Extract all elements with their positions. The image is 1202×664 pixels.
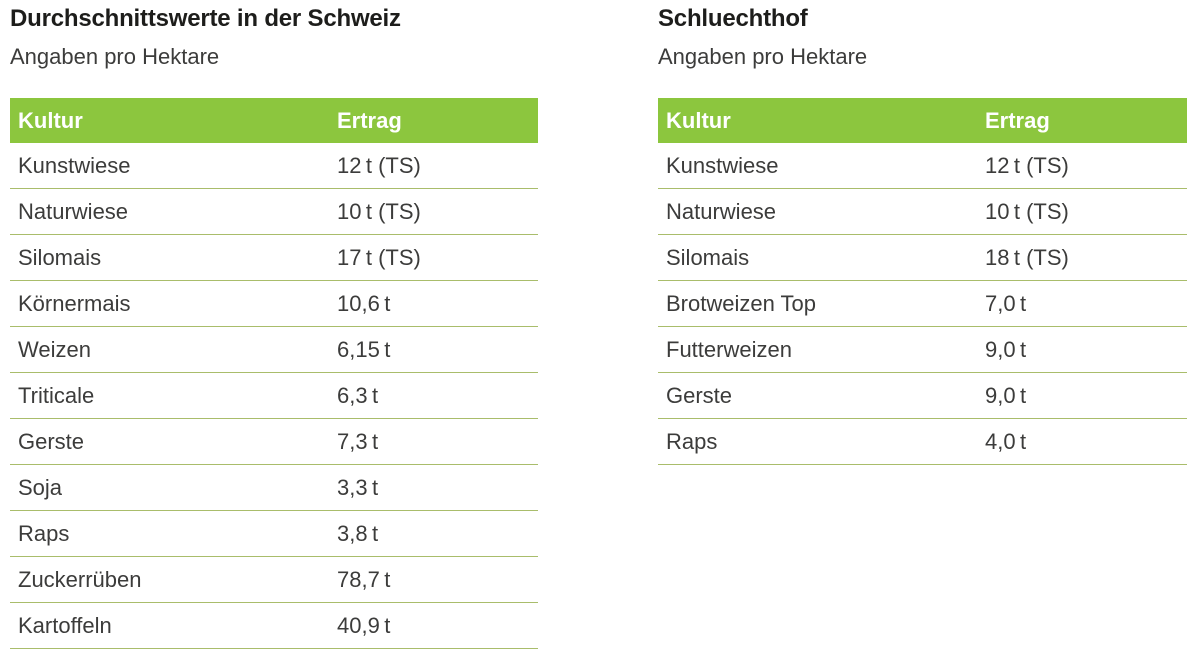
cell-ertrag: 40,9 t [337, 612, 391, 638]
cell-ertrag: 10 t (TS) [985, 198, 1069, 224]
table-row: Raps 4,0 t [658, 419, 1187, 465]
table-row: Triticale 6,3 t [10, 373, 538, 419]
table-row: Brotweizen Top 7,0 t [658, 281, 1187, 327]
cell-kultur: Silomais [666, 244, 750, 270]
cell-kultur: Silomais [18, 244, 102, 270]
cell-ertrag: 10 t (TS) [337, 198, 421, 224]
table-header-row: Kultur Ertrag [10, 98, 538, 143]
table-subtitle: Angaben pro Hektare [10, 44, 220, 69]
cell-kultur: Soja [18, 474, 63, 500]
cell-kultur: Kunstwiese [666, 152, 779, 178]
table-row: Gerste 9,0 t [658, 373, 1187, 419]
table-row: Weizen 6,15 t [10, 327, 538, 373]
cell-kultur: Triticale [18, 382, 95, 408]
cell-ertrag: 7,0 t [985, 290, 1027, 316]
table-row: Naturwiese 10 t (TS) [658, 189, 1187, 235]
table-row: Zuckerrüben 78,7 t [10, 557, 538, 603]
cell-ertrag: 3,8 t [337, 520, 379, 546]
table-row: Silomais 17 t (TS) [10, 235, 538, 281]
cell-kultur: Gerste [666, 382, 733, 408]
table-row: Körnermais 10,6 t [10, 281, 538, 327]
cell-ertrag: 10,6 t [337, 290, 391, 316]
cell-ertrag: 12 t (TS) [985, 152, 1069, 178]
cell-kultur: Gerste [18, 428, 85, 454]
cell-ertrag: 7,3 t [337, 428, 379, 454]
cell-ertrag: 12 t (TS) [337, 152, 421, 178]
table-row: Naturwiese 10 t (TS) [10, 189, 538, 235]
cell-ertrag: 3,3 t [337, 474, 379, 500]
cell-ertrag: 18 t (TS) [985, 244, 1069, 270]
table-header-row: Kultur Ertrag [658, 98, 1187, 143]
cell-ertrag: 78,7 t [337, 566, 391, 592]
table-body: Kunstwiese 12 t (TS) Naturwiese 10 t (TS) Si… [658, 143, 1187, 465]
cell-ertrag: 6,3 t [337, 382, 379, 408]
cell-ertrag: 9,0 t [985, 382, 1027, 408]
cell-kultur: Kunstwiese [18, 152, 131, 178]
cell-kultur: Naturwiese [18, 198, 129, 224]
table-subtitle: Angaben pro Hektare [658, 44, 868, 69]
table-row: Gerste 7,3 t [10, 419, 538, 465]
table-title: Durchschnittswerte in der Schweiz [10, 5, 401, 32]
column-header-ertrag: Ertrag [337, 107, 402, 133]
table-row: Kartoffeln 40,9 t [10, 603, 538, 649]
column-header-ertrag: Ertrag [985, 107, 1050, 133]
table-row: Soja 3,3 t [10, 465, 538, 511]
cell-ertrag: 17 t (TS) [337, 244, 421, 270]
table-row: Kunstwiese 12 t (TS) [658, 143, 1187, 189]
table-title: Schluechthof [658, 5, 808, 32]
cell-kultur: Futterweizen [666, 336, 792, 362]
cell-kultur: Naturwiese [666, 198, 777, 224]
table-row: Kunstwiese 12 t (TS) [10, 143, 538, 189]
cell-kultur: Zuckerrüben [18, 566, 142, 592]
cell-kultur: Raps [666, 428, 718, 454]
table-body: Kunstwiese 12 t (TS) Naturwiese 10 t (TS) Si… [10, 143, 538, 649]
table-schluechthof: Schluechthof Angaben pro Hektare Kultur … [658, 6, 1187, 465]
cell-kultur: Kartoffeln [18, 612, 112, 638]
cell-ertrag: 4,0 t [985, 428, 1027, 454]
cell-kultur: Raps [18, 520, 70, 546]
table-row: Raps 3,8 t [10, 511, 538, 557]
table-durchschnittswerte-schweiz: Durchschnittswerte in der Schweiz Angabe… [10, 6, 538, 649]
cell-kultur: Brotweizen Top [666, 290, 817, 316]
table-row: Silomais 18 t (TS) [658, 235, 1187, 281]
column-header-kultur: Kultur [666, 107, 731, 133]
table-row: Futterweizen 9,0 t [658, 327, 1187, 373]
cell-ertrag: 9,0 t [985, 336, 1027, 362]
cell-ertrag: 6,15 t [337, 336, 391, 362]
cell-kultur: Weizen [18, 336, 91, 362]
cell-kultur: Körnermais [18, 290, 131, 316]
column-header-kultur: Kultur [18, 107, 83, 133]
